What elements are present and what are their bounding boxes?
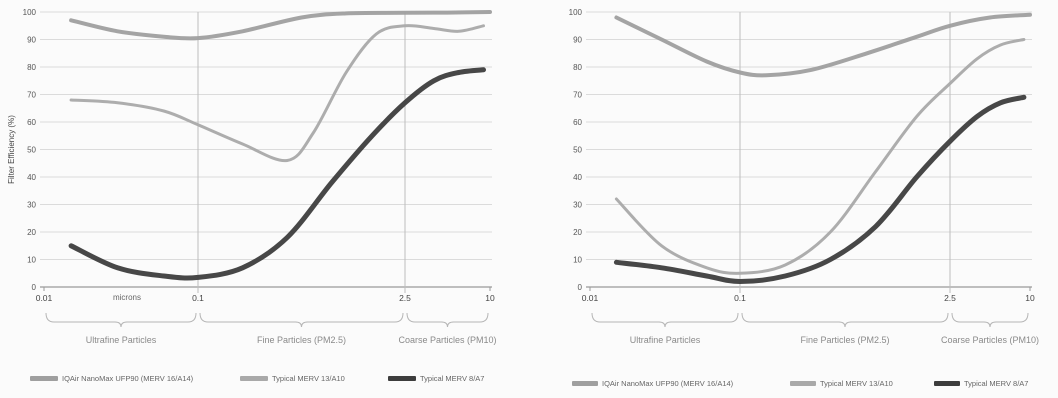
y-tick-label: 80 — [27, 63, 36, 72]
region-brace — [951, 312, 1029, 328]
chart-panel-2: 0 10 20 30 40 50 60 70 80 90 100 0.01 0.1 2.5 10 Ultraf… — [569, 8, 1039, 388]
legend-swatch — [572, 381, 598, 386]
y-axis-title: Filter Efficiency (%) — [7, 115, 16, 184]
x-tick-label: 10 — [1025, 293, 1035, 303]
x-unit-label: microns — [113, 293, 141, 302]
x-tick-label: 0.01 — [36, 293, 53, 303]
region-label: Coarse Particles (PM10) — [941, 335, 1039, 345]
y-tick-label: 40 — [573, 173, 582, 182]
series-line-merv8 — [613, 94, 1027, 284]
chart-panel-1: 0 10 20 30 40 50 60 70 80 90 100 0.01 0.1 2.5 10 micron… — [7, 8, 497, 383]
legend-label: Typical MERV 13/A10 — [820, 379, 893, 388]
y-tick-label: 60 — [27, 118, 36, 127]
region-brace — [591, 312, 739, 328]
y-tick-label: 50 — [573, 146, 582, 155]
region-label: Fine Particles (PM2.5) — [800, 335, 889, 345]
y-tick-label: 70 — [27, 91, 36, 100]
y-tick-label: 30 — [573, 201, 582, 210]
x-tick-label: 10 — [485, 293, 495, 303]
region-brace — [406, 312, 489, 328]
y-tick-label: 10 — [27, 256, 36, 265]
series-line-merv8 — [68, 67, 486, 281]
series-line-iqair-nanomax — [614, 12, 1032, 78]
y-tick-label: 20 — [27, 228, 36, 237]
region-label: Ultrafine Particles — [86, 335, 157, 345]
legend-label: Typical MERV 8/A7 — [420, 374, 484, 383]
y-tick-label: 10 — [573, 256, 582, 265]
y-tick-label: 30 — [27, 201, 36, 210]
x-tick-label: 2.5 — [399, 293, 411, 303]
series-line-iqair-nanomax — [69, 10, 492, 41]
legend-label: Typical MERV 8/A7 — [964, 379, 1028, 388]
x-tick-label: 0.1 — [192, 293, 204, 303]
region-brace — [199, 312, 404, 328]
legend-label: Typical MERV 13/A10 — [272, 374, 345, 383]
y-tick-label: 70 — [573, 91, 582, 100]
legend-label: IQAir NanoMax UFP90 (MERV 16/A14) — [602, 379, 734, 388]
region-label: Fine Particles (PM2.5) — [257, 335, 346, 345]
y-tick-label: 20 — [573, 228, 582, 237]
series-line-merv13 — [614, 38, 1026, 275]
y-tick-label: 100 — [569, 8, 583, 17]
legend-swatch — [934, 381, 960, 386]
legend-swatch — [240, 376, 268, 381]
legend-swatch — [388, 376, 416, 381]
y-tick-label: 0 — [32, 283, 37, 292]
y-tick-label: 90 — [27, 36, 36, 45]
series-line-merv13 — [69, 24, 485, 163]
x-tick-label: 2.5 — [944, 293, 956, 303]
y-tick-label: 100 — [23, 8, 37, 17]
region-label: Coarse Particles (PM10) — [398, 335, 496, 345]
y-tick-label: 90 — [573, 36, 582, 45]
y-tick-label: 60 — [573, 118, 582, 127]
legend-swatch — [790, 381, 816, 386]
y-tick-label: 50 — [27, 146, 36, 155]
y-tick-label: 80 — [573, 63, 582, 72]
y-tick-label: 0 — [578, 283, 583, 292]
region-label: Ultrafine Particles — [630, 335, 701, 345]
y-tick-label: 40 — [27, 173, 36, 182]
region-brace — [45, 312, 197, 328]
x-tick-label: 0.1 — [734, 293, 746, 303]
legend-swatch — [30, 376, 58, 381]
legend-label: IQAir NanoMax UFP90 (MERV 16/A14) — [62, 374, 194, 383]
x-tick-label: 0.01 — [582, 293, 599, 303]
region-brace — [741, 312, 949, 328]
